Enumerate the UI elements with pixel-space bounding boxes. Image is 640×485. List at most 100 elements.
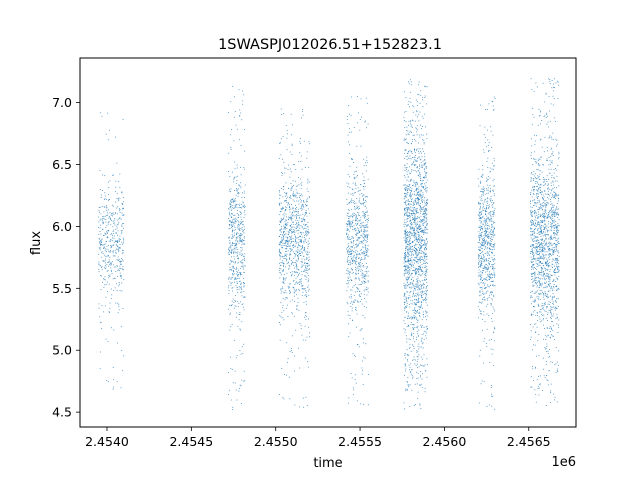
data-point — [280, 234, 282, 236]
data-point — [482, 164, 484, 166]
data-point — [487, 303, 489, 305]
data-point — [287, 216, 289, 218]
data-point — [414, 250, 416, 252]
data-point — [108, 193, 110, 195]
data-point — [289, 257, 291, 259]
data-point — [483, 237, 485, 239]
data-point — [236, 179, 238, 181]
data-point — [227, 394, 229, 396]
data-point — [365, 245, 367, 247]
data-point — [115, 228, 117, 230]
data-point — [546, 327, 548, 329]
data-point — [410, 246, 412, 248]
data-point — [110, 288, 112, 290]
data-point — [411, 254, 413, 256]
data-point — [414, 182, 416, 184]
data-point — [417, 271, 419, 273]
data-point — [410, 323, 412, 325]
data-point — [365, 236, 367, 238]
data-point — [122, 119, 124, 121]
data-point — [234, 227, 236, 229]
data-point — [362, 240, 364, 242]
data-point — [417, 202, 418, 204]
data-point — [421, 199, 423, 201]
data-point — [406, 291, 408, 293]
data-point — [485, 245, 487, 247]
data-point — [404, 306, 406, 308]
data-point — [105, 227, 107, 229]
data-point — [358, 284, 360, 286]
data-point — [492, 222, 494, 224]
data-point — [237, 269, 239, 271]
data-point — [351, 289, 353, 291]
data-point — [414, 303, 416, 305]
data-point — [486, 255, 488, 257]
data-point — [493, 209, 495, 211]
data-point — [424, 249, 426, 251]
data-point — [480, 286, 482, 288]
data-point — [479, 229, 481, 231]
data-point — [294, 301, 296, 303]
data-point — [290, 350, 292, 351]
data-point — [420, 376, 422, 378]
data-point — [352, 182, 354, 184]
data-point — [419, 266, 421, 268]
data-point — [419, 257, 421, 259]
data-point — [233, 232, 235, 234]
data-point — [118, 239, 120, 241]
data-point — [415, 304, 417, 306]
data-point — [414, 220, 416, 222]
data-point — [421, 180, 423, 182]
data-point — [480, 313, 481, 315]
data-point — [416, 310, 418, 312]
data-point — [111, 237, 113, 239]
data-point — [349, 236, 351, 238]
data-point — [239, 301, 241, 303]
data-point — [487, 236, 489, 238]
data-point — [289, 248, 291, 250]
data-point — [110, 297, 112, 299]
data-point — [354, 228, 356, 230]
data-point — [284, 200, 286, 202]
data-point — [419, 316, 421, 318]
data-point — [295, 214, 297, 216]
data-point — [484, 259, 486, 261]
data-point — [117, 256, 119, 258]
data-point — [536, 379, 538, 381]
data-point — [295, 271, 297, 273]
data-point — [418, 186, 420, 188]
data-point — [292, 207, 294, 209]
data-point — [410, 264, 412, 266]
data-point — [346, 215, 348, 217]
data-point — [406, 231, 408, 233]
data-point — [480, 199, 482, 201]
data-point — [243, 286, 245, 288]
data-point — [410, 224, 412, 226]
data-point — [484, 227, 486, 229]
data-point — [364, 219, 366, 221]
data-point — [237, 236, 239, 238]
data-point — [413, 204, 415, 206]
data-point — [280, 172, 282, 174]
data-point — [306, 268, 308, 270]
data-point — [359, 227, 361, 229]
data-point — [232, 222, 234, 224]
data-point — [286, 263, 288, 265]
data-point — [411, 198, 413, 200]
data-point — [404, 254, 406, 256]
data-point — [409, 263, 411, 265]
data-point — [364, 251, 366, 253]
data-point — [419, 294, 421, 296]
data-point — [110, 239, 112, 241]
data-point — [99, 275, 101, 277]
data-point — [111, 270, 113, 272]
data-point — [415, 190, 417, 192]
data-point — [350, 302, 352, 304]
data-point — [364, 257, 366, 259]
data-point — [492, 232, 494, 234]
data-point — [287, 250, 289, 252]
data-point — [408, 204, 410, 206]
data-point — [490, 230, 492, 232]
data-point — [308, 242, 310, 244]
data-point — [280, 220, 282, 222]
